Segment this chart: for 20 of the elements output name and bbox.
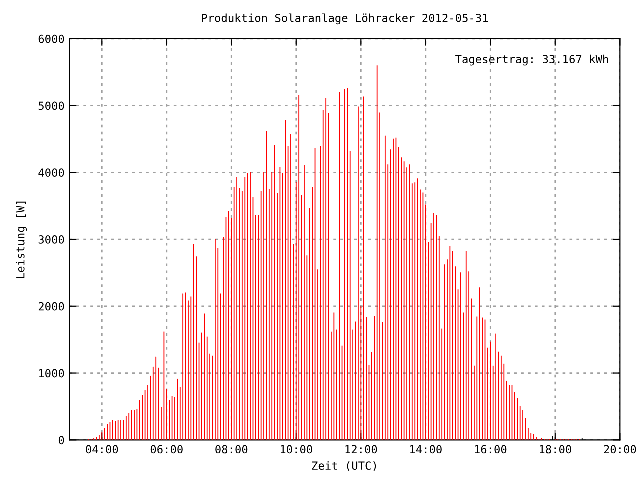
x-tick-label: 06:00 <box>150 445 183 454</box>
y-tick-label: 2000 <box>38 302 64 311</box>
y-tick-label: 6000 <box>38 34 64 44</box>
y-tick-label: 5000 <box>38 102 64 110</box>
x-tick-label: 20:00 <box>604 445 636 454</box>
x-tick-label: 04:00 <box>86 445 118 454</box>
y-axis-title: Leistung [W] <box>16 202 28 278</box>
y-tick-label: 3000 <box>38 236 64 244</box>
chart-title: Produktion Solaranlage Löhracker 2012-05-31 <box>202 14 488 25</box>
x-tick-label: 16:00 <box>475 445 507 454</box>
y-tick-label: 1000 <box>39 369 64 378</box>
y-tick-label: 4000 <box>38 168 64 178</box>
x-tick-label: 18:00 <box>540 445 572 454</box>
x-tick-label: 14:00 <box>410 445 442 454</box>
y-tick-label: 0 <box>58 436 64 445</box>
x-axis-title: Zeit (UTC) <box>312 461 376 472</box>
annotation: Tagesertrag: 33.167 kWh <box>456 54 608 66</box>
x-tick-label: 10:00 <box>281 445 312 454</box>
x-tick-label: 12:00 <box>346 445 378 454</box>
x-tick-label: 08:00 <box>216 445 248 454</box>
